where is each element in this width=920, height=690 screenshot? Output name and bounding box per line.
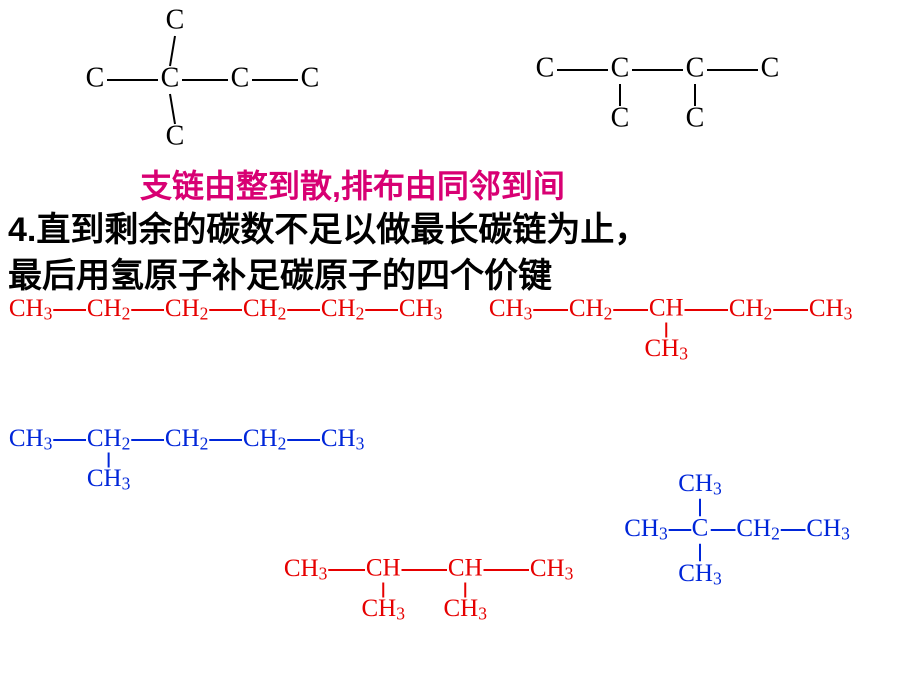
heading-step-4-line2: 最后用氢原子补足碳原子的四个价键 — [8, 257, 552, 295]
chain-group: CH3 — [284, 555, 328, 584]
carbon-atom: C — [301, 62, 320, 93]
center-carbon: C — [692, 515, 709, 542]
carbon-atom: C — [161, 62, 180, 93]
carbon-atom: C — [166, 120, 185, 151]
carbon-atom: C — [166, 4, 185, 35]
heading-step-4-line1: 4.直到剩余的碳数不足以做最长碳链为止， — [8, 211, 648, 249]
heading-branch-rule: 支链由整到散,排布由同邻到间 — [140, 165, 565, 208]
branch-group: CH3 — [362, 595, 406, 624]
heading-step-4: 4.直到剩余的碳数不足以做最长碳链为止， 最后用氢原子补足碳原子的四个价键 — [8, 208, 648, 300]
chain-group: CH3 — [809, 295, 853, 324]
chain-group: CH2 — [729, 295, 772, 324]
carbon-atom: C — [686, 52, 705, 83]
branch-group: CH3 — [678, 560, 722, 589]
branch-group: CH3 — [444, 595, 488, 624]
branch-group: CH3 — [87, 465, 131, 494]
chain-group: CH2 — [165, 425, 208, 454]
carbon-atom: C — [761, 52, 780, 83]
chain-group: CH3 — [806, 515, 850, 544]
chain-group: CH — [366, 555, 401, 582]
carbon-atom: C — [686, 102, 705, 133]
chain-group: CH3 — [9, 425, 53, 454]
carbon-atom: C — [611, 102, 630, 133]
chain-group: CH2 — [243, 425, 286, 454]
carbon-atom: C — [86, 62, 105, 93]
chain-group: CH2 — [736, 515, 779, 544]
carbon-atom: C — [536, 52, 555, 83]
chain-group: CH — [448, 555, 483, 582]
chain-group: CH3 — [624, 515, 668, 544]
carbon-atom: C — [231, 62, 250, 93]
branch-group: CH3 — [678, 470, 722, 499]
branch-group: CH3 — [645, 335, 689, 364]
chain-group: CH — [649, 295, 684, 322]
carbon-atom: C — [611, 52, 630, 83]
chain-group: CH3 — [321, 425, 365, 454]
chain-group: CH3 — [530, 555, 574, 584]
chain-group: CH2 — [87, 425, 130, 454]
